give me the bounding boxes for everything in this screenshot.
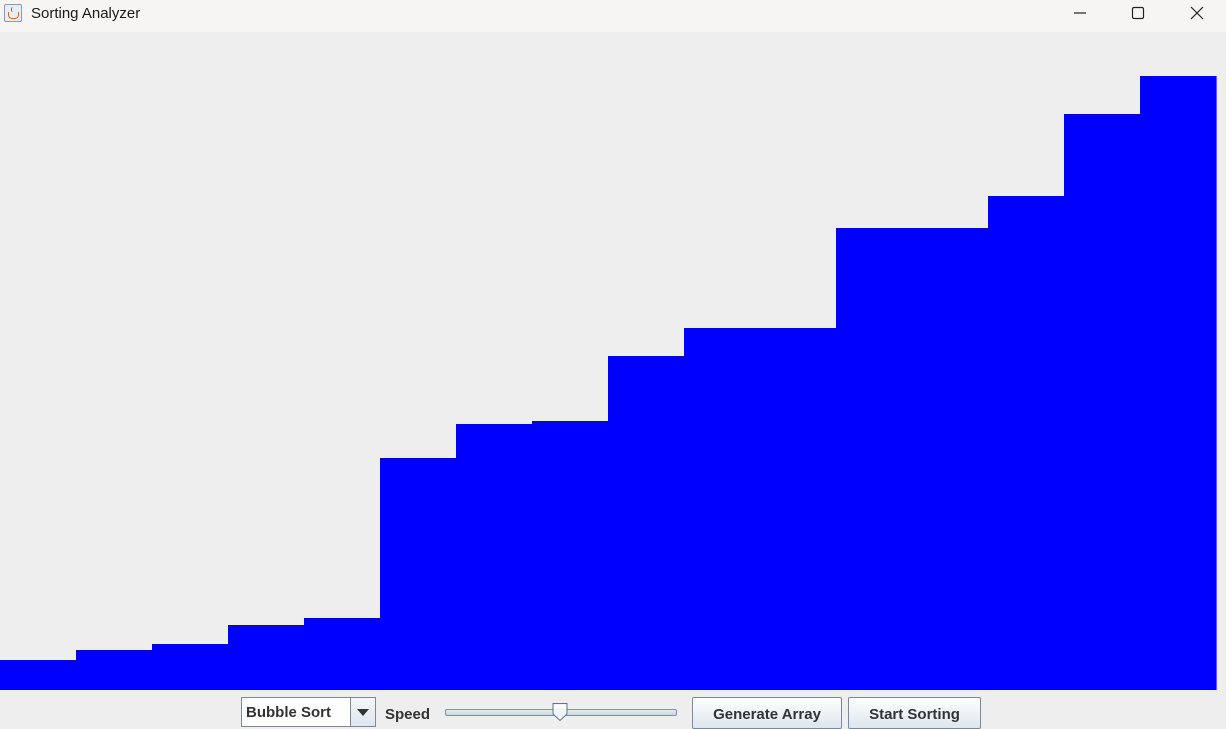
speed-label: Speed (385, 706, 431, 723)
array-bar (380, 458, 457, 690)
array-bar (456, 424, 533, 690)
control-panel: Bubble Sort Speed Generate Array Start S… (0, 690, 1226, 729)
speed-slider[interactable] (445, 702, 677, 724)
array-bar (1140, 76, 1217, 690)
maximize-button[interactable] (1109, 0, 1167, 28)
maximize-icon (1131, 6, 1145, 20)
title-bar: Sorting Analyzer (0, 0, 1226, 32)
array-bar (0, 660, 77, 690)
window-title: Sorting Analyzer (31, 5, 141, 22)
start-sorting-button[interactable]: Start Sorting (848, 697, 981, 729)
array-bar (608, 356, 685, 690)
chevron-down-icon (357, 709, 369, 716)
slider-thumb[interactable] (550, 702, 570, 722)
array-visualizer (0, 32, 1226, 690)
array-bar (912, 228, 989, 690)
array-bar (76, 650, 153, 690)
array-bar (228, 625, 305, 690)
array-bar (836, 228, 913, 690)
generate-array-label: Generate Array (713, 706, 821, 723)
array-bar (684, 328, 761, 690)
array-bar (988, 196, 1065, 690)
bars-chart (0, 76, 1217, 690)
minimize-button[interactable] (1051, 0, 1109, 28)
generate-array-button[interactable]: Generate Array (692, 697, 842, 729)
array-bar (760, 328, 837, 690)
dropdown-arrow-button[interactable] (350, 698, 375, 726)
algorithm-select[interactable]: Bubble Sort (241, 697, 376, 727)
array-bar (532, 421, 609, 690)
minimize-icon (1074, 12, 1086, 14)
array-bar (1064, 114, 1141, 690)
array-bar (304, 618, 381, 690)
close-button[interactable] (1168, 0, 1226, 28)
array-bar (152, 644, 229, 690)
java-cup-icon (4, 4, 22, 22)
close-icon (1190, 6, 1204, 20)
algorithm-selected-value: Bubble Sort (246, 704, 331, 721)
start-sorting-label: Start Sorting (869, 706, 960, 723)
